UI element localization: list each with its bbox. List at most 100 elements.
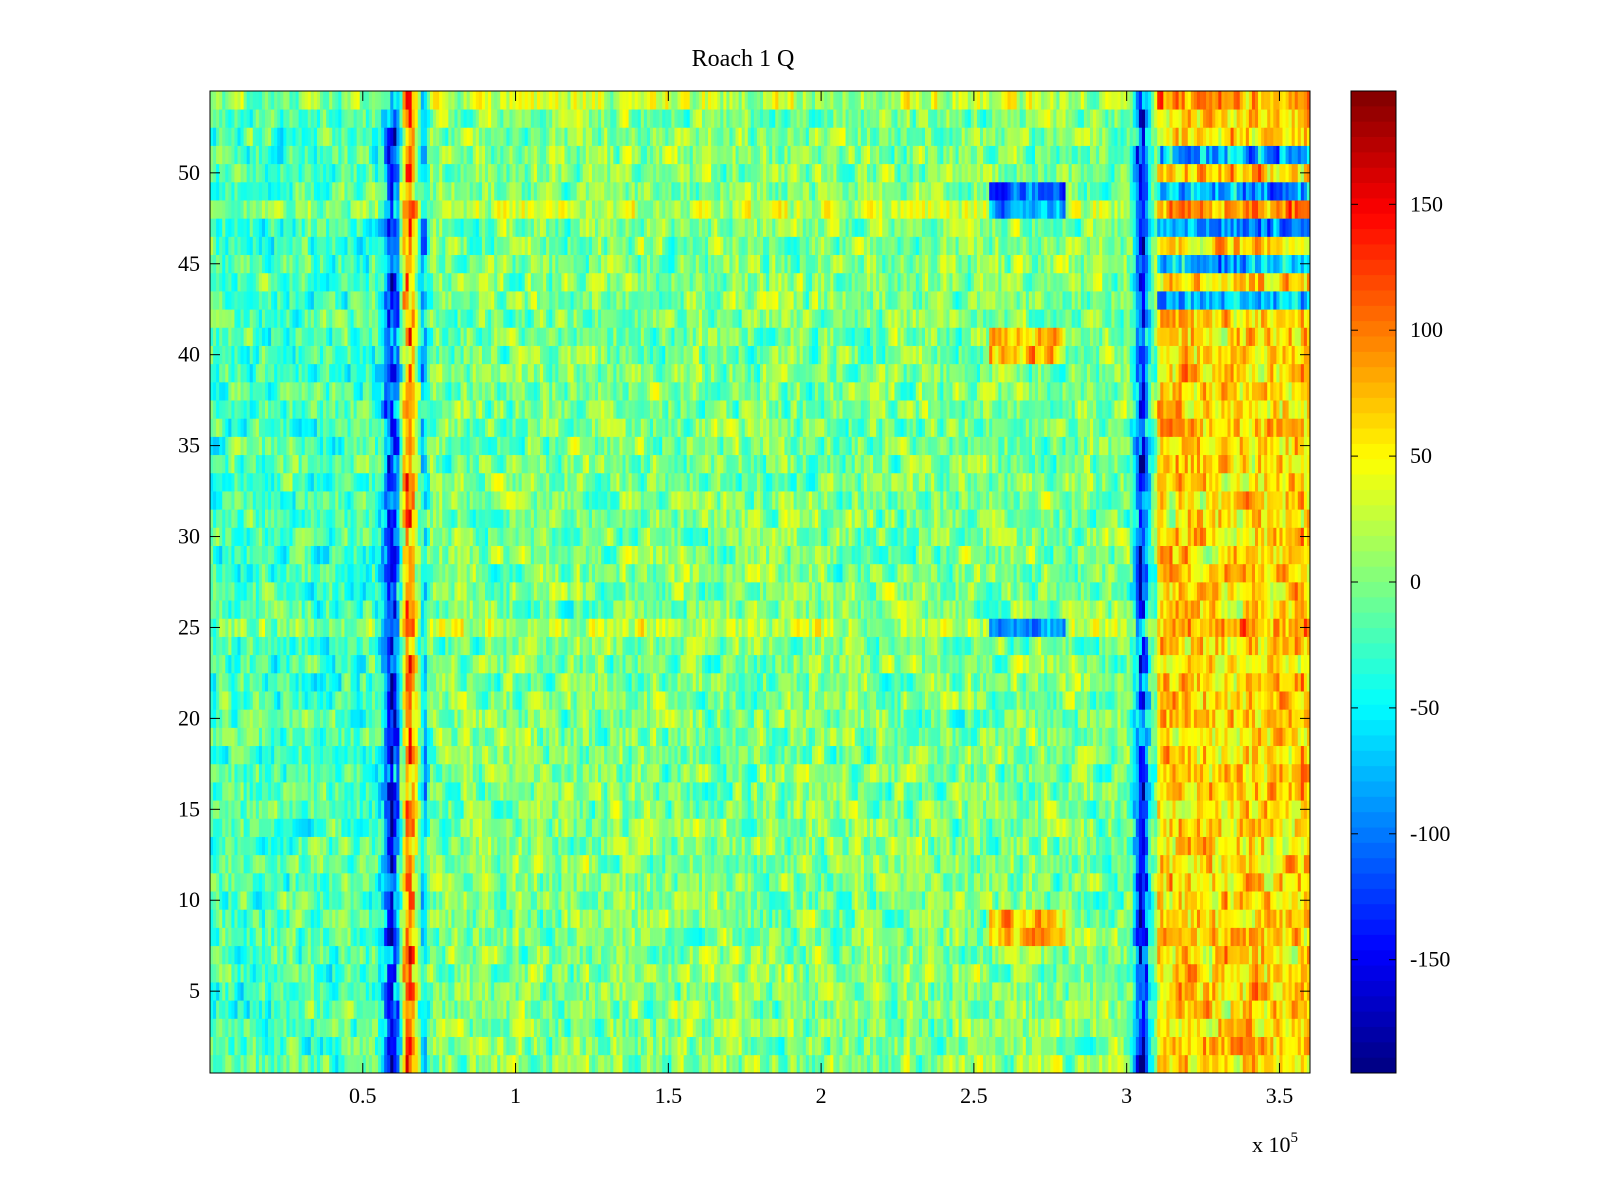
heatmap-cell xyxy=(683,872,688,892)
heatmap-cell xyxy=(900,963,904,983)
heatmap-cell xyxy=(1163,818,1167,837)
heatmap-cell xyxy=(1019,1000,1024,1019)
heatmap-cell xyxy=(604,854,608,874)
heatmap-cell xyxy=(371,836,376,856)
heatmap-cell xyxy=(601,927,605,947)
heatmap-cell xyxy=(876,818,880,837)
heatmap-cell xyxy=(1236,854,1241,874)
heatmap-cell xyxy=(445,818,449,837)
heatmap-cell xyxy=(732,818,736,837)
heatmap-cell xyxy=(753,872,758,892)
heatmap-cell xyxy=(530,836,535,856)
heatmap-cell xyxy=(921,836,926,856)
heatmap-cell xyxy=(430,1018,434,1037)
heatmap-cell xyxy=(891,1018,895,1037)
heatmap-cell xyxy=(1157,963,1161,983)
heatmap-cell xyxy=(338,1000,342,1019)
heatmap-cell xyxy=(405,927,409,947)
heatmap-cell xyxy=(1019,872,1024,892)
heatmap-cell xyxy=(1031,909,1036,928)
heatmap-cell xyxy=(973,927,978,947)
heatmap-cell xyxy=(1135,1018,1140,1037)
heatmap-cell xyxy=(1056,872,1060,892)
heatmap-cell xyxy=(1059,1000,1063,1019)
heatmap-cell xyxy=(347,854,351,874)
heatmap-cell xyxy=(1138,1036,1143,1056)
heatmap-cell xyxy=(656,1054,660,1074)
heatmap-cell xyxy=(1206,982,1210,1001)
heatmap-cell xyxy=(983,891,987,910)
heatmap-cell xyxy=(546,818,550,837)
heatmap-cell xyxy=(378,1000,382,1019)
heatmap-cell xyxy=(1193,836,1198,856)
heatmap-cell xyxy=(521,1018,526,1037)
heatmap-cell xyxy=(466,1000,471,1019)
heatmap-cell xyxy=(854,891,859,910)
heatmap-cell xyxy=(350,1018,354,1037)
heatmap-cell xyxy=(830,1054,834,1074)
heatmap-cell xyxy=(564,1036,568,1056)
heatmap-cell xyxy=(848,872,853,892)
heatmap-cell xyxy=(980,1000,984,1019)
heatmap-cell xyxy=(1255,1018,1259,1037)
heatmap-cell xyxy=(1273,963,1277,983)
heatmap-cell xyxy=(295,963,299,983)
heatmap-cell xyxy=(839,836,843,856)
heatmap-cell xyxy=(1074,963,1079,983)
heatmap-cell xyxy=(310,982,315,1001)
heatmap-cell xyxy=(591,1018,596,1037)
heatmap-cell xyxy=(918,1054,923,1074)
heatmap-cell xyxy=(1001,1018,1005,1037)
heatmap-cell xyxy=(650,963,654,983)
heatmap-cell xyxy=(1273,945,1277,965)
heatmap-cell xyxy=(1203,1000,1207,1019)
heatmap-cell xyxy=(1239,963,1244,983)
heatmap-cell xyxy=(433,836,437,856)
heatmap-cell xyxy=(735,818,739,837)
heatmap-cell xyxy=(750,854,755,874)
heatmap-cell xyxy=(980,982,984,1001)
heatmap-cell xyxy=(439,1036,443,1056)
heatmap-cell xyxy=(604,1054,608,1074)
heatmap-cell xyxy=(579,854,584,874)
heatmap-cell xyxy=(310,963,315,983)
heatmap-cell xyxy=(1007,1000,1011,1019)
heatmap-cell xyxy=(634,836,639,856)
heatmap-cell xyxy=(1053,927,1057,947)
heatmap-cell xyxy=(653,836,657,856)
heatmap-cell xyxy=(952,1036,956,1056)
heatmap-cell xyxy=(1270,1036,1274,1056)
heatmap-cell xyxy=(876,872,880,892)
heatmap-cell xyxy=(897,982,901,1001)
heatmap-cell xyxy=(1044,982,1048,1001)
heatmap-cell xyxy=(970,1036,975,1056)
heatmap-cell xyxy=(1031,818,1036,837)
heatmap-cell xyxy=(870,945,874,965)
heatmap-cell xyxy=(634,927,639,947)
heatmap-cell xyxy=(246,1054,251,1074)
heatmap-cell xyxy=(708,1036,712,1056)
heatmap-cell xyxy=(671,891,675,910)
heatmap-cell xyxy=(1264,927,1268,947)
heatmap-cell xyxy=(234,1018,238,1037)
heatmap-cell xyxy=(491,1036,495,1056)
heatmap-cell xyxy=(1264,872,1268,892)
heatmap-cell xyxy=(769,836,773,856)
heatmap-cell xyxy=(1138,945,1143,965)
heatmap-cell xyxy=(1291,1036,1296,1056)
heatmap-cell xyxy=(1218,909,1222,928)
heatmap-cell xyxy=(1172,1000,1176,1019)
heatmap-cell xyxy=(213,963,217,983)
heatmap-cell xyxy=(668,854,672,874)
heatmap-cell xyxy=(527,909,532,928)
heatmap-cell xyxy=(365,945,370,965)
heatmap-cell xyxy=(989,945,993,965)
heatmap-cell xyxy=(1129,927,1134,947)
heatmap-cell xyxy=(552,963,556,983)
heatmap-cell xyxy=(582,891,587,910)
heatmap-cell xyxy=(1035,1000,1039,1019)
heatmap-cell xyxy=(536,982,541,1001)
heatmap-cell xyxy=(952,909,956,928)
heatmap-cell xyxy=(863,909,868,928)
heatmap-cell xyxy=(970,872,975,892)
